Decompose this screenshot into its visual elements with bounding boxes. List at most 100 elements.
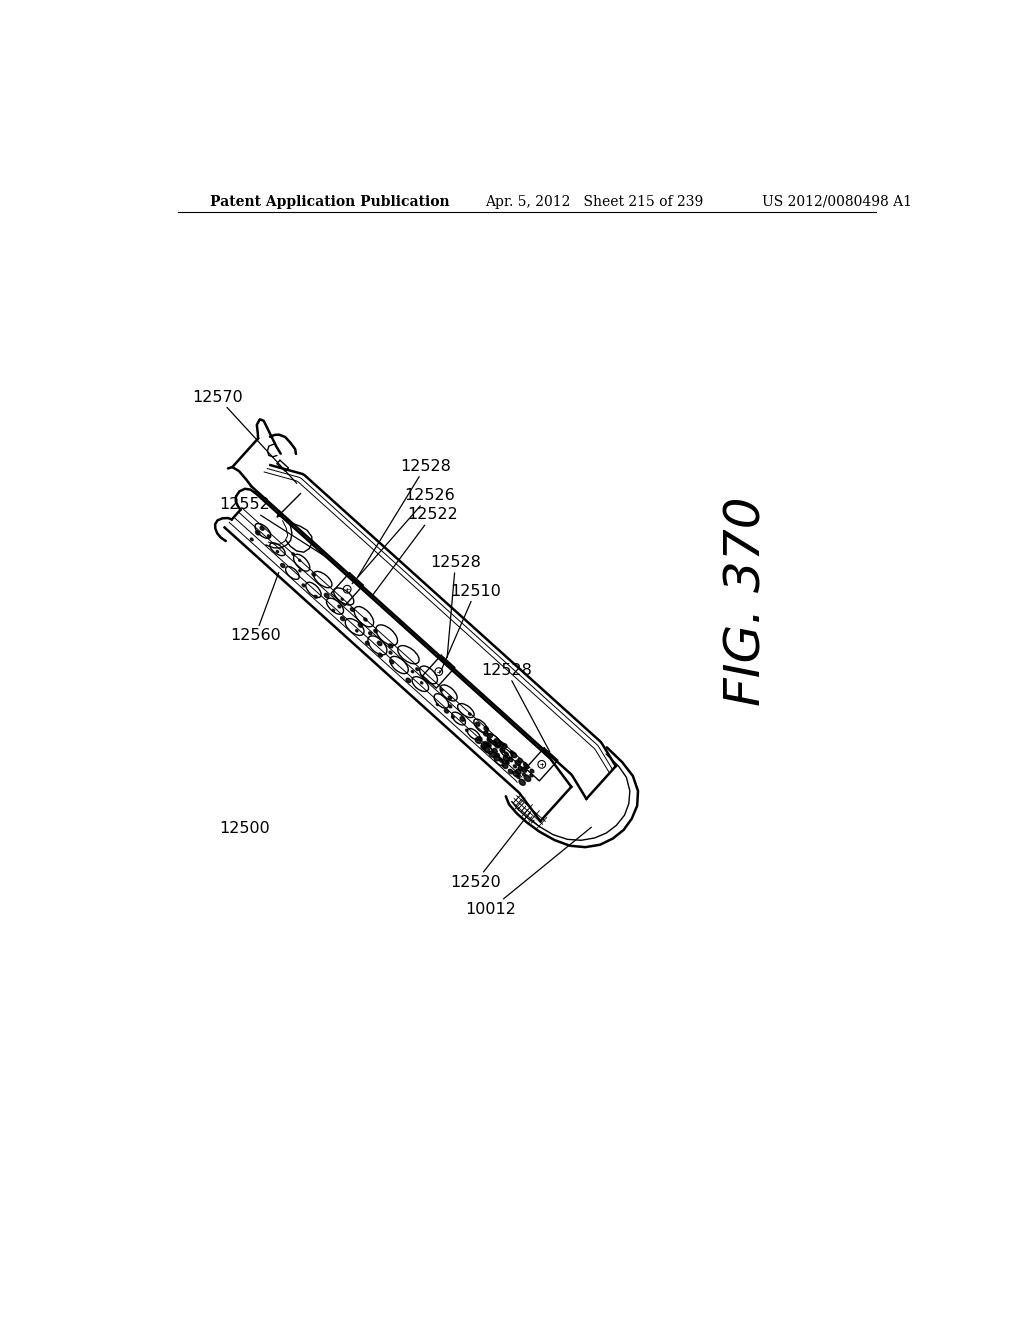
Ellipse shape xyxy=(483,731,488,737)
Ellipse shape xyxy=(509,758,513,762)
Text: 12520: 12520 xyxy=(451,812,530,890)
Ellipse shape xyxy=(495,739,500,743)
Ellipse shape xyxy=(440,689,443,692)
Ellipse shape xyxy=(518,758,522,763)
Ellipse shape xyxy=(338,606,341,609)
Ellipse shape xyxy=(483,747,489,752)
Ellipse shape xyxy=(475,738,481,743)
Ellipse shape xyxy=(478,737,482,741)
Ellipse shape xyxy=(499,742,504,747)
Ellipse shape xyxy=(513,771,519,776)
Ellipse shape xyxy=(500,747,505,752)
Ellipse shape xyxy=(444,709,449,713)
Ellipse shape xyxy=(513,764,516,768)
Text: 12528: 12528 xyxy=(481,663,550,751)
Ellipse shape xyxy=(299,560,301,561)
Ellipse shape xyxy=(483,742,488,747)
Ellipse shape xyxy=(378,653,382,657)
Ellipse shape xyxy=(267,535,270,537)
Ellipse shape xyxy=(521,767,526,772)
Ellipse shape xyxy=(487,738,492,742)
Ellipse shape xyxy=(436,704,438,706)
Text: Patent Application Publication: Patent Application Publication xyxy=(210,194,450,209)
Ellipse shape xyxy=(524,764,528,768)
Ellipse shape xyxy=(530,770,534,772)
Ellipse shape xyxy=(517,775,520,779)
Ellipse shape xyxy=(390,660,393,664)
Ellipse shape xyxy=(510,751,513,754)
Ellipse shape xyxy=(421,681,423,684)
Ellipse shape xyxy=(251,539,253,541)
Text: 12528: 12528 xyxy=(430,556,481,657)
Ellipse shape xyxy=(495,755,500,760)
Ellipse shape xyxy=(314,595,317,598)
Ellipse shape xyxy=(518,767,522,771)
Ellipse shape xyxy=(256,531,260,535)
Ellipse shape xyxy=(493,741,497,744)
Text: US 2012/0080498 A1: US 2012/0080498 A1 xyxy=(762,194,912,209)
Ellipse shape xyxy=(364,618,367,622)
Ellipse shape xyxy=(493,748,498,752)
Ellipse shape xyxy=(515,760,520,766)
Ellipse shape xyxy=(412,671,414,673)
Ellipse shape xyxy=(281,564,285,568)
Ellipse shape xyxy=(488,734,493,738)
Ellipse shape xyxy=(495,744,499,748)
Ellipse shape xyxy=(407,678,411,682)
Ellipse shape xyxy=(508,770,513,774)
Ellipse shape xyxy=(260,527,264,531)
Ellipse shape xyxy=(523,763,527,766)
Ellipse shape xyxy=(350,607,354,611)
Ellipse shape xyxy=(341,616,345,620)
Ellipse shape xyxy=(511,752,517,758)
Ellipse shape xyxy=(374,630,377,632)
Ellipse shape xyxy=(530,774,532,777)
Ellipse shape xyxy=(302,583,305,587)
Ellipse shape xyxy=(355,630,358,632)
Ellipse shape xyxy=(358,623,362,627)
Ellipse shape xyxy=(460,717,465,721)
Text: Apr. 5, 2012   Sheet 215 of 239: Apr. 5, 2012 Sheet 215 of 239 xyxy=(484,194,703,209)
Text: 12522: 12522 xyxy=(373,507,458,595)
Ellipse shape xyxy=(378,642,382,645)
Text: FIG. 370: FIG. 370 xyxy=(723,496,770,706)
Ellipse shape xyxy=(522,774,526,776)
Ellipse shape xyxy=(366,642,370,645)
Text: 12500: 12500 xyxy=(219,821,270,836)
Ellipse shape xyxy=(481,744,485,750)
Ellipse shape xyxy=(505,752,508,756)
Ellipse shape xyxy=(452,715,454,718)
Ellipse shape xyxy=(486,743,492,747)
Ellipse shape xyxy=(299,570,301,572)
Ellipse shape xyxy=(389,651,392,653)
Ellipse shape xyxy=(489,751,496,758)
Text: 12510: 12510 xyxy=(440,583,501,672)
Ellipse shape xyxy=(516,770,521,774)
Text: 12570: 12570 xyxy=(193,389,297,483)
Ellipse shape xyxy=(503,755,509,762)
Ellipse shape xyxy=(497,754,500,756)
Ellipse shape xyxy=(389,644,393,648)
Ellipse shape xyxy=(466,729,468,731)
Ellipse shape xyxy=(524,775,530,781)
Text: 12560: 12560 xyxy=(230,573,281,643)
Ellipse shape xyxy=(502,763,508,768)
Ellipse shape xyxy=(449,705,452,708)
Text: 12552: 12552 xyxy=(219,498,325,556)
Text: 12526: 12526 xyxy=(352,488,455,583)
Ellipse shape xyxy=(475,722,480,726)
Ellipse shape xyxy=(506,760,509,764)
Ellipse shape xyxy=(449,696,452,700)
Ellipse shape xyxy=(503,743,507,748)
Ellipse shape xyxy=(484,726,488,731)
Ellipse shape xyxy=(292,553,295,556)
Text: 10012: 10012 xyxy=(466,828,591,916)
Ellipse shape xyxy=(333,610,335,611)
Ellipse shape xyxy=(469,713,471,715)
Ellipse shape xyxy=(276,550,279,553)
Text: 12528: 12528 xyxy=(358,459,451,577)
Ellipse shape xyxy=(519,779,525,785)
Ellipse shape xyxy=(312,573,315,576)
Ellipse shape xyxy=(325,594,329,598)
Ellipse shape xyxy=(369,632,372,635)
